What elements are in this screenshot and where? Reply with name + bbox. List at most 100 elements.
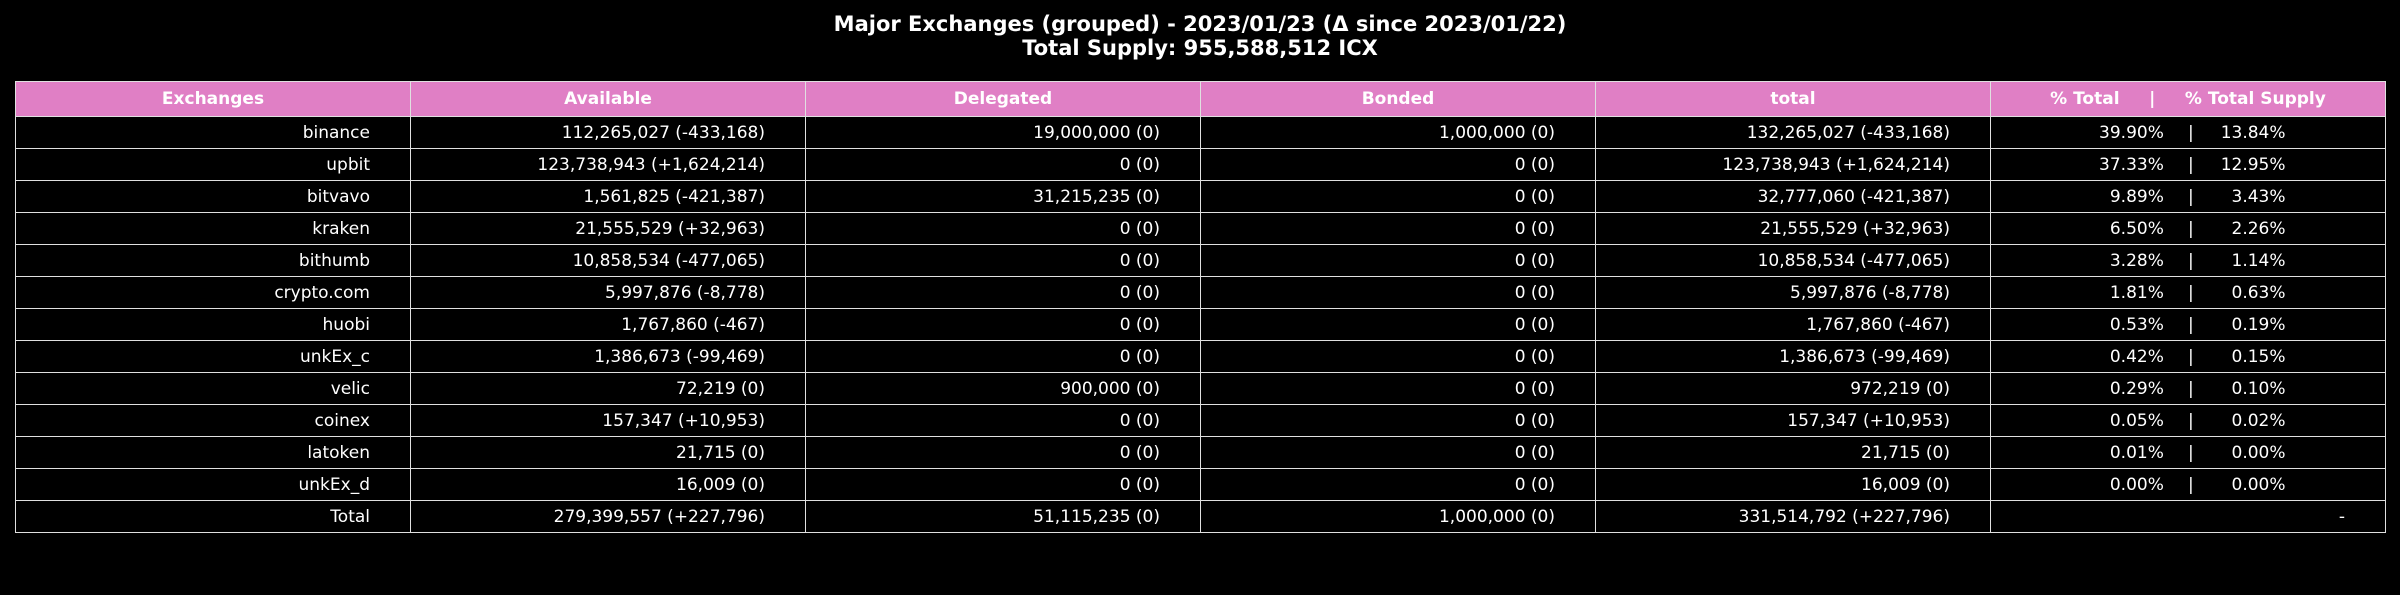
cell-percent: 9.89% | 3.43% [1990,180,2386,213]
cell-available: 1,767,860 (-467) [410,308,806,341]
cell-bonded: 0 (0) [1200,148,1596,181]
cell-exchange: huobi [15,308,411,341]
total-delegated: 51,115,235 (0) [805,500,1201,533]
cell-bonded: 0 (0) [1200,372,1596,405]
cell-available: 1,386,673 (-99,469) [410,340,806,373]
pct-total: 6.50% [2109,218,2164,239]
cell-percent: 0.29% | 0.10% [1990,372,2386,405]
cell-bonded: 0 (0) [1200,436,1596,469]
cell-delegated: 0 (0) [805,340,1201,373]
percent-pair: 0.53% | 0.19% [1991,315,2385,335]
cell-exchange: upbit [15,148,411,181]
cell-total: 157,347 (+10,953) [1595,404,1991,437]
pct-total-supply: 12.95% [2220,154,2286,175]
pct-separator: | [2188,218,2194,239]
cell-total: 972,219 (0) [1595,372,1991,405]
cell-available: 1,561,825 (-421,387) [410,180,806,213]
cell-percent: 1.81% | 0.63% [1990,276,2386,309]
cell-available: 112,265,027 (-433,168) [410,116,806,149]
cell-percent: 0.53% | 0.19% [1990,308,2386,341]
pct-separator: | [2188,250,2194,271]
cell-delegated: 0 (0) [805,244,1201,277]
pct-total-supply: 0.63% [2231,282,2286,303]
cell-exchange: bithumb [15,244,411,277]
cell-percent: 39.90% | 13.84% [1990,116,2386,149]
percent-pair: 0.01% | 0.00% [1991,443,2385,463]
total-bonded: 1,000,000 (0) [1200,500,1596,533]
percent-pair: 0.29% | 0.10% [1991,379,2385,399]
percent-pair: 6.50% | 2.26% [1991,219,2385,239]
header-exchanges: Exchanges [15,81,411,117]
pct-separator: | [2188,122,2194,143]
cell-bonded: 1,000,000 (0) [1200,116,1596,149]
pct-separator: | [2188,378,2194,399]
cell-total: 1,386,673 (-99,469) [1595,340,1991,373]
cell-total: 5,997,876 (-8,778) [1595,276,1991,309]
pct-total: 0.29% [2109,378,2164,399]
pct-total: 3.28% [2109,250,2164,271]
pct-total: 0.00% [2109,474,2164,495]
cell-bonded: 0 (0) [1200,180,1596,213]
table-row: kraken 21,555,529 (+32,963) 0 (0) 0 (0) 21,5… [15,212,2386,245]
cell-total: 21,555,529 (+32,963) [1595,212,1991,245]
pct-total: 37.33% [2099,154,2164,175]
percent-pair: 1.81% | 0.63% [1991,283,2385,303]
cell-available: 16,009 (0) [410,468,806,501]
pct-total-supply: 0.15% [2231,346,2286,367]
pct-total-supply: 2.26% [2231,218,2286,239]
cell-delegated: 0 (0) [805,468,1201,501]
table-row: crypto.com 5,997,876 (-8,778) 0 (0) 0 (0) 5,… [15,276,2386,309]
cell-exchange: unkEx_d [15,468,411,501]
pct-separator: | [2188,154,2194,175]
total-total: 331,514,792 (+227,796) [1595,500,1991,533]
table-row: bitvavo 1,561,825 (-421,387) 31,215,235 (0… [15,180,2386,213]
table-row: unkEx_d 16,009 (0) 0 (0) 0 (0) 16,009 (0) 0.0… [15,468,2386,501]
cell-bonded: 0 (0) [1200,276,1596,309]
pct-total: 0.05% [2109,410,2164,431]
cell-total: 1,767,860 (-467) [1595,308,1991,341]
cell-available: 10,858,534 (-477,065) [410,244,806,277]
table-row: huobi 1,767,860 (-467) 0 (0) 0 (0) 1,767,860… [15,308,2386,341]
cell-percent: 0.05% | 0.02% [1990,404,2386,437]
percent-pair: 0.00% | 0.00% [1991,475,2385,495]
pct-total-supply: 3.43% [2231,186,2286,207]
table-row: binance 112,265,027 (-433,168) 19,000,000 … [15,116,2386,149]
percent-pair: 39.90% | 13.84% [1991,123,2385,143]
cell-exchange: coinex [15,404,411,437]
cell-exchange: latoken [15,436,411,469]
cell-percent: 0.42% | 0.15% [1990,340,2386,373]
table-row: coinex 157,347 (+10,953) 0 (0) 0 (0) 157,347… [15,404,2386,437]
cell-exchange: binance [15,116,411,149]
cell-available: 157,347 (+10,953) [410,404,806,437]
cell-bonded: 0 (0) [1200,308,1596,341]
pct-separator: | [2188,474,2194,495]
table-header-row: Exchanges Available Delegated Bonded tot… [15,81,2386,117]
percent-pair: 0.42% | 0.15% [1991,347,2385,367]
header-bonded: Bonded [1200,81,1596,117]
cell-bonded: 0 (0) [1200,404,1596,437]
cell-available: 21,715 (0) [410,436,806,469]
pct-total-supply: 0.02% [2231,410,2286,431]
cell-delegated: 0 (0) [805,212,1201,245]
cell-exchange: unkEx_c [15,340,411,373]
chart-title: Major Exchanges (grouped) - 2023/01/23 (… [833,12,1567,36]
table-body: binance 112,265,027 (-433,168) 19,000,000 … [15,116,2386,533]
pct-separator: | [2188,442,2194,463]
total-percent: - [1990,500,2386,533]
cell-total: 21,715 (0) [1595,436,1991,469]
cell-delegated: 0 (0) [805,404,1201,437]
cell-total: 16,009 (0) [1595,468,1991,501]
chart-subtitle: Total Supply: 955,588,512 ICX [1022,36,1378,60]
pct-total-supply: 1.14% [2231,250,2286,271]
cell-available: 72,219 (0) [410,372,806,405]
cell-percent: 3.28% | 1.14% [1990,244,2386,277]
pct-separator: | [2188,314,2194,335]
pct-total: 0.53% [2109,314,2164,335]
cell-total: 123,738,943 (+1,624,214) [1595,148,1991,181]
cell-delegated: 0 (0) [805,148,1201,181]
cell-exchange: kraken [15,212,411,245]
cell-percent: 0.01% | 0.00% [1990,436,2386,469]
table-row: velic 72,219 (0) 900,000 (0) 0 (0) 972,219 (… [15,372,2386,405]
header-percent: % Total | % Total Supply [1990,81,2386,117]
cell-percent: 37.33% | 12.95% [1990,148,2386,181]
